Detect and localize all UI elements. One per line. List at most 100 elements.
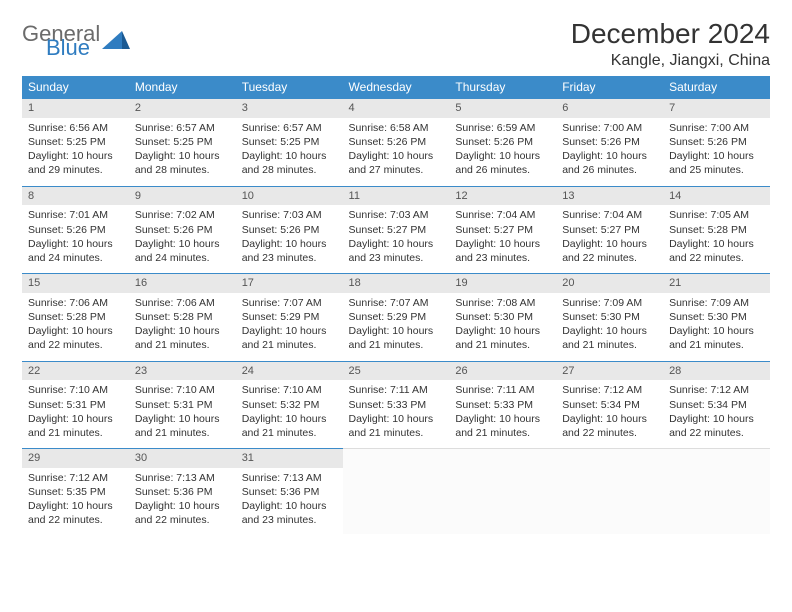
day-number: 26 <box>449 361 556 381</box>
day-number: 19 <box>449 273 556 293</box>
day-body: Sunrise: 6:59 AMSunset: 5:26 PMDaylight:… <box>449 118 556 186</box>
day-cell: 1Sunrise: 6:56 AMSunset: 5:25 PMDaylight… <box>22 98 129 186</box>
day-body: Sunrise: 7:00 AMSunset: 5:26 PMDaylight:… <box>663 118 770 186</box>
day-number: 24 <box>236 361 343 381</box>
calendar-row: 8Sunrise: 7:01 AMSunset: 5:26 PMDaylight… <box>22 186 770 274</box>
location-label: Kangle, Jiangxi, China <box>571 52 770 70</box>
logo-triangle-icon <box>102 27 130 54</box>
day-cell: 12Sunrise: 7:04 AMSunset: 5:27 PMDayligh… <box>449 186 556 274</box>
sunset-text: Sunset: 5:28 PM <box>28 310 123 324</box>
sunset-text: Sunset: 5:27 PM <box>349 223 444 237</box>
day-number: 5 <box>449 98 556 118</box>
day-body: Sunrise: 7:04 AMSunset: 5:27 PMDaylight:… <box>556 205 663 273</box>
sunset-text: Sunset: 5:25 PM <box>28 135 123 149</box>
daylight-text: Daylight: 10 hours and 21 minutes. <box>135 324 230 352</box>
daylight-text: Daylight: 10 hours and 21 minutes. <box>349 324 444 352</box>
sunrise-text: Sunrise: 7:04 AM <box>562 208 657 222</box>
day-cell: 27Sunrise: 7:12 AMSunset: 5:34 PMDayligh… <box>556 361 663 449</box>
day-cell: 4Sunrise: 6:58 AMSunset: 5:26 PMDaylight… <box>343 98 450 186</box>
day-number: 22 <box>22 361 129 381</box>
sunrise-text: Sunrise: 6:59 AM <box>455 121 550 135</box>
day-body: Sunrise: 7:12 AMSunset: 5:35 PMDaylight:… <box>22 468 129 536</box>
day-number: 13 <box>556 186 663 206</box>
sunrise-text: Sunrise: 7:06 AM <box>135 296 230 310</box>
day-body: Sunrise: 7:12 AMSunset: 5:34 PMDaylight:… <box>663 380 770 448</box>
day-number: 28 <box>663 361 770 381</box>
daylight-text: Daylight: 10 hours and 23 minutes. <box>455 237 550 265</box>
sunrise-text: Sunrise: 7:02 AM <box>135 208 230 222</box>
sunrise-text: Sunrise: 7:01 AM <box>28 208 123 222</box>
sunset-text: Sunset: 5:25 PM <box>135 135 230 149</box>
sunset-text: Sunset: 5:31 PM <box>28 398 123 412</box>
day-cell: 5Sunrise: 6:59 AMSunset: 5:26 PMDaylight… <box>449 98 556 186</box>
sunset-text: Sunset: 5:33 PM <box>455 398 550 412</box>
daylight-text: Daylight: 10 hours and 22 minutes. <box>562 237 657 265</box>
day-cell: 7Sunrise: 7:00 AMSunset: 5:26 PMDaylight… <box>663 98 770 186</box>
sunset-text: Sunset: 5:28 PM <box>135 310 230 324</box>
day-number: 16 <box>129 273 236 293</box>
daylight-text: Daylight: 10 hours and 22 minutes. <box>28 499 123 527</box>
day-number: 18 <box>343 273 450 293</box>
day-cell: 11Sunrise: 7:03 AMSunset: 5:27 PMDayligh… <box>343 186 450 274</box>
day-number: 17 <box>236 273 343 293</box>
sunrise-text: Sunrise: 7:05 AM <box>669 208 764 222</box>
day-body: Sunrise: 7:02 AMSunset: 5:26 PMDaylight:… <box>129 205 236 273</box>
daylight-text: Daylight: 10 hours and 21 minutes. <box>242 324 337 352</box>
sunset-text: Sunset: 5:32 PM <box>242 398 337 412</box>
daylight-text: Daylight: 10 hours and 22 minutes. <box>135 499 230 527</box>
empty-cell: . <box>663 448 770 536</box>
calendar-row: 22Sunrise: 7:10 AMSunset: 5:31 PMDayligh… <box>22 361 770 449</box>
day-number: 3 <box>236 98 343 118</box>
day-cell: 6Sunrise: 7:00 AMSunset: 5:26 PMDaylight… <box>556 98 663 186</box>
sunrise-text: Sunrise: 7:10 AM <box>135 383 230 397</box>
day-cell: 25Sunrise: 7:11 AMSunset: 5:33 PMDayligh… <box>343 361 450 449</box>
day-number: 1 <box>22 98 129 118</box>
day-cell: 24Sunrise: 7:10 AMSunset: 5:32 PMDayligh… <box>236 361 343 449</box>
sunset-text: Sunset: 5:31 PM <box>135 398 230 412</box>
day-number: 29 <box>22 448 129 468</box>
weekday-header-row: Sunday Monday Tuesday Wednesday Thursday… <box>22 76 770 98</box>
daylight-text: Daylight: 10 hours and 21 minutes. <box>242 412 337 440</box>
day-number: 30 <box>129 448 236 468</box>
day-body: Sunrise: 7:08 AMSunset: 5:30 PMDaylight:… <box>449 293 556 361</box>
sunset-text: Sunset: 5:36 PM <box>242 485 337 499</box>
sunrise-text: Sunrise: 7:08 AM <box>455 296 550 310</box>
day-body: Sunrise: 7:10 AMSunset: 5:32 PMDaylight:… <box>236 380 343 448</box>
sunrise-text: Sunrise: 7:09 AM <box>669 296 764 310</box>
daylight-text: Daylight: 10 hours and 22 minutes. <box>562 412 657 440</box>
day-body: Sunrise: 7:00 AMSunset: 5:26 PMDaylight:… <box>556 118 663 186</box>
calendar-row: 1Sunrise: 6:56 AMSunset: 5:25 PMDaylight… <box>22 98 770 186</box>
day-cell: 26Sunrise: 7:11 AMSunset: 5:33 PMDayligh… <box>449 361 556 449</box>
day-cell: 15Sunrise: 7:06 AMSunset: 5:28 PMDayligh… <box>22 273 129 361</box>
daylight-text: Daylight: 10 hours and 21 minutes. <box>28 412 123 440</box>
daylight-text: Daylight: 10 hours and 28 minutes. <box>135 149 230 177</box>
daylight-text: Daylight: 10 hours and 23 minutes. <box>349 237 444 265</box>
day-number: 9 <box>129 186 236 206</box>
sunrise-text: Sunrise: 7:07 AM <box>349 296 444 310</box>
sunset-text: Sunset: 5:27 PM <box>562 223 657 237</box>
empty-cell: . <box>449 448 556 536</box>
day-body: Sunrise: 7:11 AMSunset: 5:33 PMDaylight:… <box>343 380 450 448</box>
day-body: Sunrise: 7:03 AMSunset: 5:26 PMDaylight:… <box>236 205 343 273</box>
day-number: 14 <box>663 186 770 206</box>
sunrise-text: Sunrise: 7:12 AM <box>28 471 123 485</box>
day-cell: 18Sunrise: 7:07 AMSunset: 5:29 PMDayligh… <box>343 273 450 361</box>
daylight-text: Daylight: 10 hours and 21 minutes. <box>135 412 230 440</box>
sunrise-text: Sunrise: 7:10 AM <box>28 383 123 397</box>
day-cell: 20Sunrise: 7:09 AMSunset: 5:30 PMDayligh… <box>556 273 663 361</box>
day-body: Sunrise: 7:06 AMSunset: 5:28 PMDaylight:… <box>22 293 129 361</box>
sunrise-text: Sunrise: 7:03 AM <box>242 208 337 222</box>
day-number: 23 <box>129 361 236 381</box>
day-cell: 13Sunrise: 7:04 AMSunset: 5:27 PMDayligh… <box>556 186 663 274</box>
day-body: Sunrise: 6:57 AMSunset: 5:25 PMDaylight:… <box>129 118 236 186</box>
daylight-text: Daylight: 10 hours and 21 minutes. <box>455 324 550 352</box>
day-body: Sunrise: 7:10 AMSunset: 5:31 PMDaylight:… <box>22 380 129 448</box>
day-number: 11 <box>343 186 450 206</box>
weekday-fri: Friday <box>556 76 663 98</box>
sunset-text: Sunset: 5:34 PM <box>669 398 764 412</box>
daylight-text: Daylight: 10 hours and 23 minutes. <box>242 237 337 265</box>
calendar-table: Sunday Monday Tuesday Wednesday Thursday… <box>22 76 770 536</box>
sunrise-text: Sunrise: 6:58 AM <box>349 121 444 135</box>
day-cell: 8Sunrise: 7:01 AMSunset: 5:26 PMDaylight… <box>22 186 129 274</box>
sunset-text: Sunset: 5:26 PM <box>135 223 230 237</box>
